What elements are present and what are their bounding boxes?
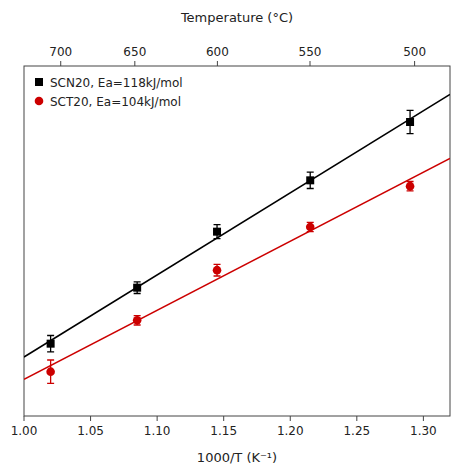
chart: 1.00 1.05 1.10 1.15 1.20 1.25 1.30 1000/T (K⁻¹)… — [0, 0, 474, 474]
x2-axis-label: Temperature (°C) — [180, 10, 293, 25]
point — [406, 118, 414, 126]
x-tick-label: 1.20 — [277, 424, 304, 438]
error-bar — [214, 225, 221, 239]
x2-tick — [414, 61, 415, 66]
error-bar — [307, 222, 314, 231]
point — [46, 367, 55, 376]
x2-tick-label: 600 — [206, 45, 229, 59]
legend-marker — [35, 97, 44, 106]
legend-label: SCN20, Ea=118kJ/mol — [50, 76, 183, 90]
x2-axis: 700 650 600 550 500 Temperature (°C) — [49, 10, 426, 66]
x-tick — [423, 416, 424, 421]
x2-tick — [310, 61, 311, 66]
x-tick-label: 1.25 — [343, 424, 370, 438]
error-bar — [134, 282, 141, 294]
fit-line — [24, 158, 450, 379]
point — [213, 228, 221, 236]
x-tick-label: 1.30 — [410, 424, 437, 438]
x-tick — [290, 416, 291, 421]
point — [406, 182, 415, 191]
fit-line — [24, 94, 450, 357]
point — [213, 266, 222, 275]
x-axis: 1.00 1.05 1.10 1.15 1.20 1.25 1.30 1000/T (K⁻¹) — [11, 416, 437, 465]
error-bar — [214, 264, 221, 276]
error-bar — [47, 360, 54, 383]
point — [47, 340, 55, 348]
error-bar — [47, 336, 54, 352]
x-tick-label: 1.05 — [77, 424, 104, 438]
x-axis-label: 1000/T (K⁻¹) — [197, 450, 277, 465]
legend-label: SCT20, Ea=104kJ/mol — [50, 95, 181, 109]
error-bar — [407, 182, 414, 191]
x2-tick — [217, 61, 218, 66]
x-tick — [356, 416, 357, 421]
point — [133, 284, 141, 292]
x2-tick — [134, 61, 135, 66]
x2-tick — [60, 61, 61, 66]
series-points — [46, 182, 414, 384]
x-tick-label: 1.00 — [11, 424, 38, 438]
series-points — [47, 110, 414, 352]
x-tick-label: 1.10 — [144, 424, 171, 438]
x-tick — [223, 416, 224, 421]
legend: SCN20, Ea=118kJ/mol SCT20, Ea=104kJ/mol — [35, 76, 183, 109]
error-bar — [407, 110, 414, 133]
x2-tick-label: 550 — [299, 45, 322, 59]
legend-marker — [35, 78, 43, 86]
x-tick — [24, 416, 25, 421]
error-bar — [307, 172, 314, 188]
point — [306, 223, 315, 232]
x2-tick-label: 500 — [403, 45, 426, 59]
x2-tick-label: 650 — [123, 45, 146, 59]
x-tick-label: 1.15 — [210, 424, 237, 438]
x-tick — [90, 416, 91, 421]
point — [306, 176, 314, 184]
x-tick — [157, 416, 158, 421]
error-bar — [134, 316, 141, 325]
point — [133, 316, 142, 325]
plot-data — [24, 94, 450, 383]
plot-frame — [24, 66, 450, 416]
x2-tick-label: 700 — [49, 45, 72, 59]
